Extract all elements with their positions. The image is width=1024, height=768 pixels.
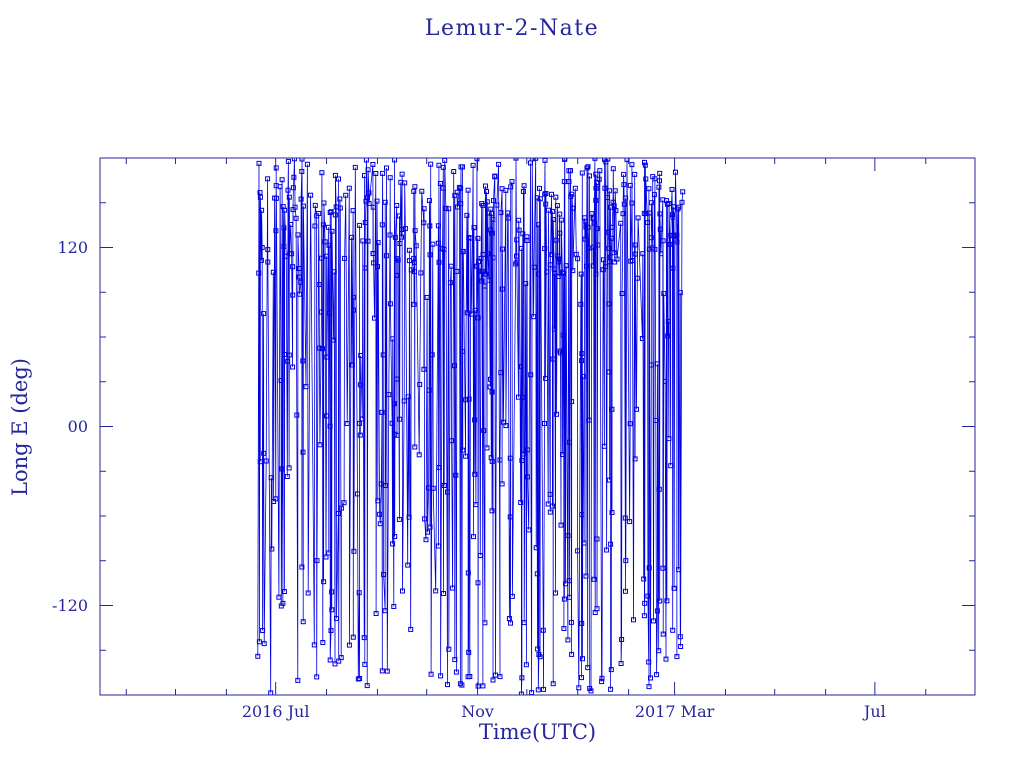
x-tick-label: Nov <box>461 702 494 721</box>
chart-title: Lemur-2-Nate <box>424 16 600 41</box>
y-tick-label: 120 <box>57 237 88 257</box>
x-tick-label: 2017 Mar <box>634 702 715 721</box>
y-tick-label: -120 <box>52 595 88 615</box>
x-tick-label: Jul <box>863 702 886 721</box>
x-tick-label: 2016 Jul <box>241 702 310 721</box>
x-axis-label: Time(UTC) <box>478 720 597 744</box>
y-tick-label: 00 <box>67 416 88 436</box>
